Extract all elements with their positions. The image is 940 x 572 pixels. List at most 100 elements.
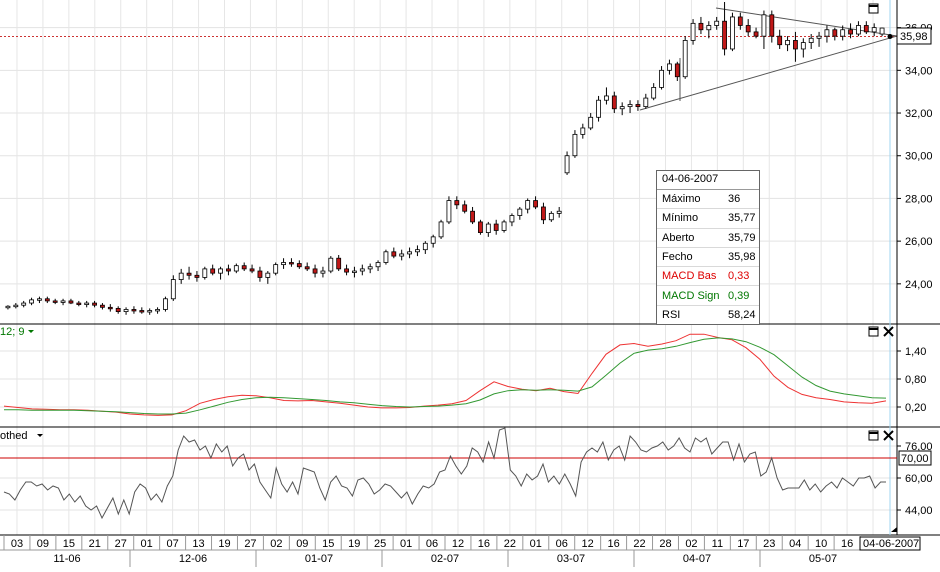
candle: [485, 221, 491, 237]
month-label: 03-07: [557, 553, 585, 565]
rsi-axis-tick: 44,00: [905, 505, 933, 517]
candle: [115, 306, 121, 314]
month-label: 12-06: [179, 553, 207, 565]
time-tick: 07: [166, 538, 178, 550]
candle: [777, 29, 783, 49]
tooltip-key: MACD Sign: [662, 289, 720, 302]
tooltip-rows: Máximo 36 Mínimo 35,77 Aberto 35,79 Fecho 35,98…: [657, 190, 759, 324]
time-tick: 01: [530, 538, 542, 550]
time-tick: 19: [218, 538, 230, 550]
rsi-axis-tick: 76,00: [905, 441, 933, 453]
macd-axis-tick: 0,20: [905, 402, 926, 414]
rsi-line: [3, 427, 886, 520]
candle: [37, 296, 42, 304]
candle: [226, 264, 231, 276]
macd-lines: [3, 333, 887, 416]
candle: [706, 21, 712, 39]
candle: [92, 300, 97, 308]
candle: [13, 303, 19, 309]
rsi-close-icon[interactable]: [883, 430, 894, 441]
candle: [194, 271, 200, 282]
candle: [682, 36, 688, 79]
candle: [68, 298, 74, 305]
candle: [454, 196, 460, 210]
tooltip-key: MACD Bas: [662, 270, 717, 283]
candle: [840, 25, 846, 41]
candle: [281, 258, 286, 269]
candle: [604, 87, 609, 105]
candle: [478, 219, 483, 235]
candle: [352, 266, 357, 278]
price-pane-controls[interactable]: [868, 3, 879, 14]
candle: [446, 196, 452, 225]
last-price-marker: 35,98: [887, 27, 932, 45]
candle: [627, 100, 633, 114]
candle: [320, 266, 326, 278]
candle: [667, 59, 672, 75]
candle: [304, 262, 310, 272]
rsi-pane-controls[interactable]: [868, 430, 894, 441]
candle: [643, 93, 649, 109]
candle: [131, 306, 137, 314]
month-label: 11-06: [53, 553, 80, 565]
tooltip-value: 58,24: [728, 308, 756, 321]
macd-maximize-icon[interactable]: [868, 326, 879, 337]
macd-close-icon[interactable]: [883, 326, 894, 337]
candle: [533, 196, 538, 210]
candle: [407, 247, 412, 259]
candle: [218, 266, 223, 280]
time-tick: 17: [737, 538, 749, 550]
candle: [44, 296, 50, 304]
candle: [761, 10, 767, 49]
rsi-label: othed: [0, 430, 28, 442]
candle: [422, 241, 428, 254]
time-tick: 22: [504, 538, 516, 550]
tooltip-row: Aberto 35,79: [657, 227, 759, 247]
macd-menu-icon[interactable]: [28, 330, 34, 333]
tooltip-row: Mínimo 35,77: [657, 208, 759, 227]
candle: [541, 202, 546, 225]
candle: [210, 264, 216, 276]
last-price-label: 35,98: [900, 31, 928, 43]
rsi-axis-tick: 60,00: [905, 473, 933, 485]
candle: [564, 151, 570, 175]
candle: [289, 258, 294, 267]
candle: [296, 260, 302, 269]
candle: [493, 219, 499, 235]
price-axis-tick: 32,00: [905, 108, 933, 120]
rsi-maximize-icon[interactable]: [868, 430, 879, 441]
corner-resize-icon[interactable]: [891, 527, 897, 532]
candle: [517, 206, 523, 220]
time-tick: 04: [789, 538, 801, 550]
candle: [100, 303, 105, 310]
rsi-menu-icon[interactable]: [37, 434, 43, 437]
candle: [170, 275, 176, 301]
candle: [737, 12, 743, 30]
candle: [769, 10, 775, 43]
candle: [344, 264, 349, 276]
tooltip-value: 35,79: [728, 231, 756, 244]
time-tick: 12: [452, 538, 464, 550]
candle: [241, 262, 247, 272]
time-tick: 02: [685, 538, 697, 550]
price-axis-tick: 30,00: [905, 151, 933, 163]
time-axis: 03 09 15 21 27 01 07 13 19 27 02 09 15 19 25 01 06 12 16 22…: [3, 535, 879, 567]
macd-pane-controls[interactable]: [868, 326, 894, 337]
candle: [123, 307, 129, 315]
candle: [848, 23, 853, 39]
tooltip-row: MACD Sign 0,39: [657, 285, 759, 304]
candle: [588, 113, 594, 131]
maximize-icon[interactable]: [868, 3, 879, 14]
macd-axis-tick: 0,80: [905, 374, 926, 386]
time-tick: 23: [763, 538, 775, 550]
candle: [879, 27, 885, 37]
month-label: 04-07: [683, 553, 711, 565]
candle: [249, 264, 255, 274]
candle: [501, 219, 507, 233]
candle: [690, 19, 696, 45]
tooltip-value: 35,77: [728, 212, 756, 225]
price-axis-tick: 26,00: [905, 236, 933, 248]
candle: [548, 211, 554, 222]
